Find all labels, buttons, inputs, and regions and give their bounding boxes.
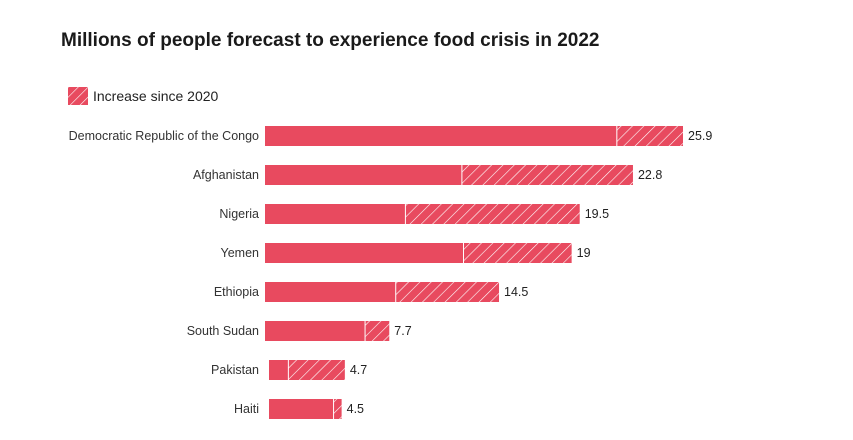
legend: Increase since 2020: [68, 86, 218, 106]
bar-base-segment: [269, 360, 289, 380]
value-label: 22.8: [638, 168, 662, 182]
category-label: Afghanistan: [193, 168, 259, 182]
bar-base-segment: [265, 321, 366, 341]
chart-title: Millions of people forecast to experienc…: [61, 30, 600, 51]
category-label: Nigeria: [219, 207, 259, 221]
value-label: 14.5: [504, 285, 528, 299]
bar-base-segment: [265, 165, 462, 185]
category-label: Pakistan: [211, 363, 259, 377]
value-label: 4.7: [350, 363, 367, 377]
value-label: 19: [577, 246, 591, 260]
bar-base-segment: [265, 243, 464, 263]
bar-increase-segment: [333, 399, 342, 419]
category-label: Ethiopia: [214, 285, 259, 299]
bar-increase-segment: [405, 204, 580, 224]
value-label: 25.9: [688, 129, 712, 143]
bar-increase-segment: [365, 321, 390, 341]
bar-base-segment: [265, 204, 406, 224]
bar-increase-segment: [395, 282, 500, 302]
bar-increase-segment: [461, 165, 633, 185]
legend-swatch-hatched: [68, 87, 88, 105]
bar-increase-segment: [463, 243, 572, 263]
category-label: Haiti: [234, 402, 259, 416]
bar-base-segment: [265, 126, 617, 146]
category-label: South Sudan: [187, 324, 259, 338]
value-label: 19.5: [585, 207, 609, 221]
category-label: Yemen: [221, 246, 260, 260]
bar-base-segment: [269, 399, 334, 419]
bar-increase-segment: [616, 126, 683, 146]
value-label: 4.5: [347, 402, 364, 416]
category-label: Democratic Republic of the Congo: [69, 129, 259, 143]
legend-label: Increase since 2020: [93, 88, 219, 104]
bar-base-segment: [265, 282, 396, 302]
value-label: 7.7: [394, 324, 411, 338]
bar-increase-segment: [288, 360, 345, 380]
